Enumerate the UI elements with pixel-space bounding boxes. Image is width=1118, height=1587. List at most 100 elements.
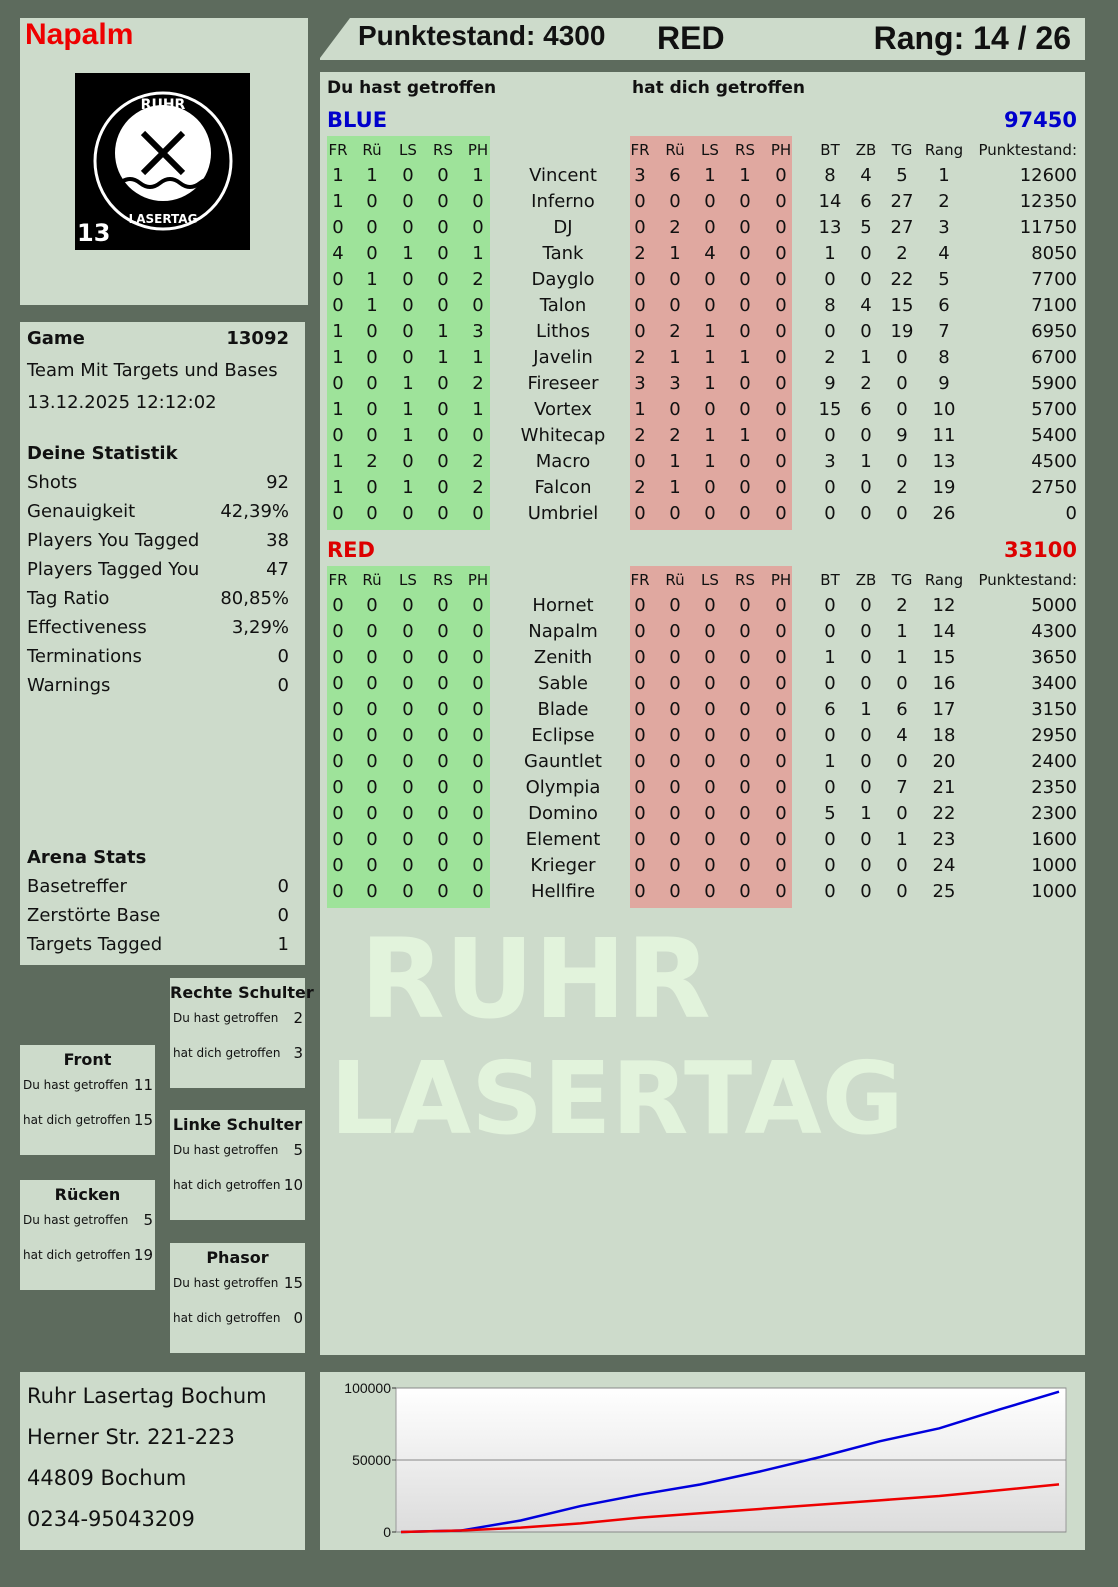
table-cell: 2 — [366, 451, 378, 472]
table-cell: 8 — [824, 295, 836, 316]
column-header: Rü — [665, 571, 685, 589]
stat-value: 80,85% — [220, 588, 289, 609]
table-cell: 1 — [332, 399, 344, 420]
zone-hit-label: Du hast getroffen — [173, 1143, 279, 1157]
player-name-cell: Fireseer — [527, 373, 599, 394]
table-cell: 0 — [402, 347, 414, 368]
table-cell: 0 — [704, 803, 716, 824]
table-cell: 0 — [739, 751, 751, 772]
table-cell: 0 — [860, 777, 872, 798]
table-cell: 0 — [472, 699, 484, 720]
table-cell: 3 — [634, 373, 646, 394]
zone-title: Front — [63, 1050, 112, 1069]
table-cell: 1 — [437, 347, 449, 368]
table-cell: 0 — [669, 191, 681, 212]
zone-hit-label: Du hast getroffen — [23, 1213, 129, 1227]
table-cell: 0 — [896, 803, 908, 824]
zone-hit-label: Du hast getroffen — [23, 1078, 129, 1092]
table-cell: 0 — [402, 595, 414, 616]
table-cell: 0 — [332, 373, 344, 394]
table-cell: 0 — [704, 699, 716, 720]
zone-hit-label: Du hast getroffen — [173, 1011, 279, 1025]
table-cell: 1 — [739, 425, 751, 446]
table-cell: 0 — [704, 295, 716, 316]
score-chart: 100000 50000 0 — [344, 1380, 1067, 1540]
player-name-cell: Hellfire — [530, 881, 596, 902]
table-cell: 0 — [402, 295, 414, 316]
column-header: FR — [328, 571, 348, 589]
table-cell: 0 — [775, 347, 787, 368]
table-cell: 0 — [669, 595, 681, 616]
table-cell: 0 — [402, 855, 414, 876]
table-cell: 9 — [824, 373, 836, 394]
table-cell: 2 — [472, 373, 484, 394]
table-cell: 0 — [366, 699, 378, 720]
game-datetime: 13.12.2025 12:12:02 — [27, 392, 217, 413]
table-cell: 14 — [818, 191, 842, 212]
arena-label: Zerstörte Base — [27, 905, 161, 926]
table-cell: 0 — [860, 829, 872, 850]
zone-got-value: 10 — [283, 1176, 303, 1194]
table-cell: 0 — [472, 595, 484, 616]
table-cell: 2 — [824, 347, 836, 368]
table-cell: 0 — [366, 595, 378, 616]
table-cell: 0 — [634, 321, 646, 342]
table-cell: 11 — [932, 425, 956, 446]
player-name-cell: Tank — [542, 243, 584, 264]
player-name-cell: Zenith — [533, 647, 593, 668]
table-cell: 0 — [437, 295, 449, 316]
table-cell: 0 — [332, 803, 344, 824]
zone-hit-value: 5 — [293, 1141, 303, 1159]
table-cell: 0 — [739, 503, 751, 524]
table-cell: 0 — [824, 621, 836, 642]
player-name-cell: Javelin — [533, 347, 593, 368]
address-panel: Ruhr Lasertag Bochum Herner Str. 221-223 4… — [20, 1372, 305, 1550]
table-cell: 0 — [366, 191, 378, 212]
table-cell: 0 — [402, 777, 414, 798]
table-cell: 0 — [366, 425, 378, 446]
table-cell: 0 — [402, 881, 414, 902]
address-line: 44809 Bochum — [27, 1466, 187, 1490]
table-cell: 0 — [896, 751, 908, 772]
address-line: Herner Str. 221-223 — [27, 1425, 235, 1449]
table-cell: 13 — [818, 217, 842, 238]
table-cell: 0 — [704, 595, 716, 616]
zone-title: Rücken — [54, 1185, 121, 1204]
table-cell: 0 — [634, 621, 646, 642]
table-cell: 1 — [472, 243, 484, 264]
table-cell: 0 — [739, 829, 751, 850]
header-team: RED — [657, 20, 725, 56]
table-cell: 0 — [332, 595, 344, 616]
table-cell: 0 — [332, 725, 344, 746]
table-cell: 1600 — [1031, 829, 1077, 850]
table-cell: 0 — [437, 595, 449, 616]
zone-title: Rechte Schulter — [170, 983, 314, 1002]
table-cell: 0 — [775, 751, 787, 772]
you-hit-block — [327, 136, 490, 530]
column-header: TG — [891, 141, 913, 159]
table-cell: 0 — [437, 777, 449, 798]
table-cell: 0 — [896, 673, 908, 694]
table-cell: 5400 — [1031, 425, 1077, 446]
table-cell: 0 — [704, 621, 716, 642]
table-cell: 0 — [472, 425, 484, 446]
table-cell: 0 — [824, 595, 836, 616]
table-cell: 3150 — [1031, 699, 1077, 720]
table-cell: 0 — [775, 165, 787, 186]
arena-value: 0 — [277, 876, 289, 897]
table-cell: 1 — [332, 165, 344, 186]
table-cell: 1 — [669, 347, 681, 368]
table-cell: 4 — [896, 725, 908, 746]
table-cell: 0 — [739, 881, 751, 902]
table-cell: 3 — [634, 165, 646, 186]
table-cell: 6 — [669, 165, 681, 186]
table-cell: 0 — [366, 621, 378, 642]
watermark-line1: RUHR — [360, 915, 711, 1043]
table-cell: 1 — [437, 321, 449, 342]
table-cell: 0 — [739, 699, 751, 720]
table-cell: 0 — [472, 855, 484, 876]
table-cell: 0 — [332, 269, 344, 290]
column-header: RS — [735, 571, 755, 589]
player-name-cell: Dayglo — [531, 269, 595, 290]
table-cell: 0 — [437, 191, 449, 212]
